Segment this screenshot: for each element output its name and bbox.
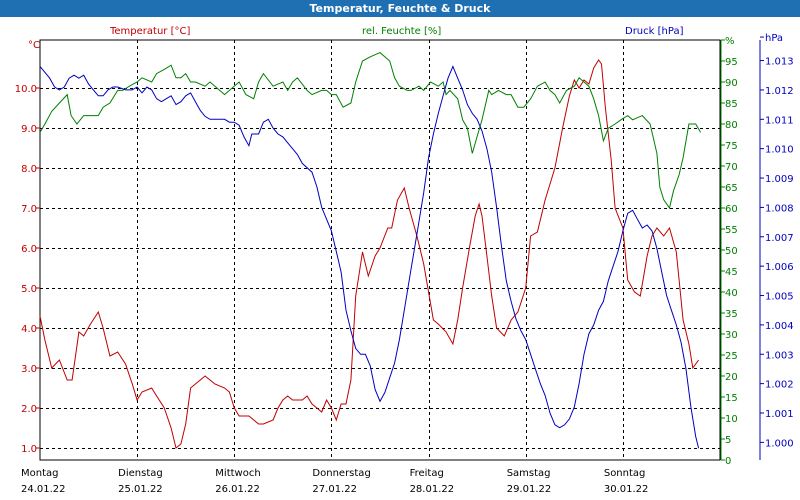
humidity-tick-label: 95 xyxy=(725,57,738,68)
humidity-tick-label: 25 xyxy=(725,351,738,362)
pressure-tick-label: 1.003 xyxy=(765,350,794,361)
humidity-tick-label: 45 xyxy=(725,267,738,278)
x-day-label: Sonntag xyxy=(604,468,646,479)
humidity-series-line xyxy=(39,52,702,210)
x-day-label: Mittwoch xyxy=(215,468,260,479)
x-day-label: Freitag xyxy=(410,468,444,479)
pressure-tick-label: 1.004 xyxy=(765,321,794,332)
humidity-tick-label: 80 xyxy=(725,120,738,131)
temperature-tick-label: 2.0 xyxy=(21,404,37,415)
pressure-tick-label: 1.002 xyxy=(765,380,794,391)
pressure-tick-label: 1.001 xyxy=(765,409,794,420)
humidity-tick-label: 30 xyxy=(725,330,738,341)
pressure-tick-label: 1.008 xyxy=(765,203,794,214)
series-lines xyxy=(39,52,702,449)
x-date-label: 29.01.22 xyxy=(507,484,552,495)
temperature-tick-label: 6.0 xyxy=(21,244,37,255)
x-day-label: Dienstag xyxy=(118,468,163,479)
humidity-tick-label: 50 xyxy=(725,246,738,257)
temperature-series-line xyxy=(39,59,700,449)
temperature-unit-label: °C xyxy=(28,40,40,51)
humidity-tick-label: 90 xyxy=(725,78,738,89)
humidity-tick-label: 20 xyxy=(725,372,738,383)
x-date-label: 30.01.22 xyxy=(604,484,649,495)
humidity-tick-label: 55 xyxy=(725,225,738,236)
plot-frame xyxy=(39,39,721,461)
pressure-tick-label: hPa xyxy=(765,33,783,44)
temperature-tick-label: 7.0 xyxy=(21,204,37,215)
x-date-label: 28.01.22 xyxy=(410,484,455,495)
pressure-series-line xyxy=(39,65,700,449)
temperature-tick-label: 9.0 xyxy=(21,124,37,135)
humidity-tick-label: 70 xyxy=(725,162,738,173)
pressure-tick-label: 1.012 xyxy=(765,86,794,97)
title-bar: Temperatur, Feuchte & Druck xyxy=(0,0,800,17)
x-date-label: 25.01.22 xyxy=(118,484,163,495)
temperature-tick-label: 10.0 xyxy=(15,84,37,95)
x-day-label: Montag xyxy=(21,468,58,479)
temperature-tick-label: 8.0 xyxy=(21,164,37,175)
temperature-tick-label: 1.0 xyxy=(21,444,37,455)
humidity-tick-label: 75 xyxy=(725,141,738,152)
humidity-tick-label: 5 xyxy=(725,435,731,446)
pressure-tick-label: 1.011 xyxy=(765,115,794,126)
humidity-tick-label: 40 xyxy=(725,288,738,299)
pressure-axis-label: Druck [hPa] xyxy=(625,26,684,37)
pressure-tick-label: 1.013 xyxy=(765,57,794,68)
pressure-tick-label: 1.005 xyxy=(765,292,794,303)
humidity-tick-label: 35 xyxy=(725,309,738,320)
pressure-tick-label: 1.007 xyxy=(765,233,794,244)
temperature-tick-label: 5.0 xyxy=(21,284,37,295)
axes: 1.0 2.0 3.0 4.0 5.0 6.0 7.0 8.0 9.0 10.0 0 5 10 15 20 2… xyxy=(15,33,794,495)
axis-labels: Temperatur [°C] rel. Feuchte [%] Druck [… xyxy=(28,26,684,51)
humidity-tick-label: 0 xyxy=(725,456,731,467)
humidity-tick-label: 10 xyxy=(725,414,738,425)
x-date-label: 27.01.22 xyxy=(312,484,357,495)
humidity-tick-label: % xyxy=(725,36,735,47)
x-date-label: 26.01.22 xyxy=(215,484,260,495)
humidity-axis-label: rel. Feuchte [%] xyxy=(362,26,441,37)
humidity-tick-label: 85 xyxy=(725,99,738,110)
temperature-axis-label: Temperatur [°C] xyxy=(109,26,190,37)
humidity-tick-label: 60 xyxy=(725,204,738,215)
humidity-tick-label: 65 xyxy=(725,183,738,194)
pressure-tick-label: 1.009 xyxy=(765,174,794,185)
x-date-label: 24.01.22 xyxy=(21,484,66,495)
x-day-label: Samstag xyxy=(507,468,551,479)
grid-lines xyxy=(40,40,720,460)
temperature-tick-label: 4.0 xyxy=(21,324,37,335)
x-day-label: Donnerstag xyxy=(312,468,370,479)
temperature-tick-label: 3.0 xyxy=(21,364,37,375)
pressure-tick-label: 1.000 xyxy=(765,438,794,449)
pressure-tick-label: 1.006 xyxy=(765,262,794,273)
pressure-tick-label: 1.010 xyxy=(765,145,794,156)
humidity-tick-label: 15 xyxy=(725,393,738,404)
